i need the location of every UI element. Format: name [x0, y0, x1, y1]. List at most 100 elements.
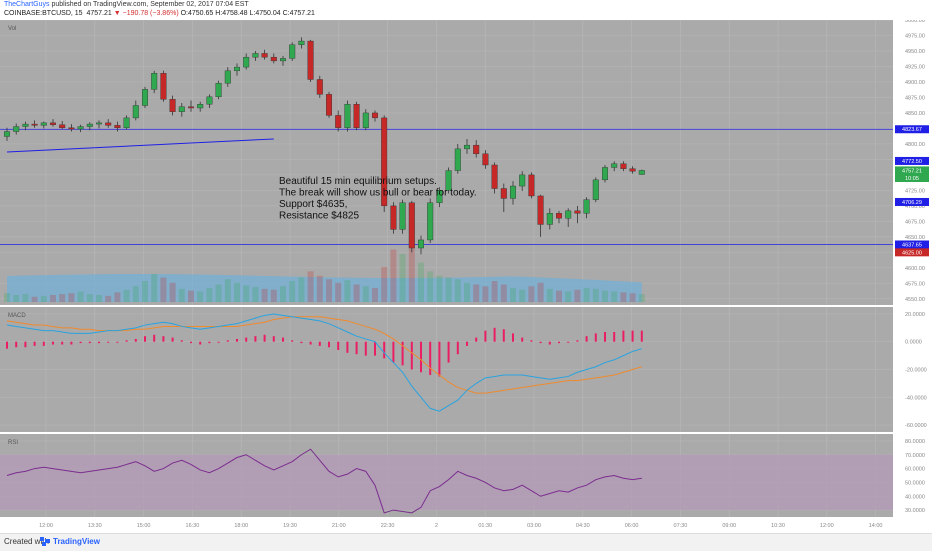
- macd-histogram-bar: [236, 338, 238, 342]
- candle-body: [160, 73, 167, 100]
- candle-body: [491, 164, 498, 189]
- candle-body: [537, 195, 544, 225]
- volume-bar: [280, 286, 286, 302]
- volume-bar: [344, 280, 351, 302]
- candle-body: [151, 73, 158, 90]
- ohlc-values: O:4750.65 H:4758.48 L:4750.04 C:4757.21: [180, 10, 315, 17]
- macd-histogram-bar: [640, 330, 643, 342]
- candle-body: [500, 188, 507, 199]
- volume-bar: [188, 290, 194, 302]
- candle-body: [105, 122, 112, 126]
- volume-bar: [528, 286, 535, 302]
- price-tick-label: 4975.00: [905, 33, 925, 39]
- candle-body: [473, 144, 480, 155]
- price-label-box: [895, 166, 929, 175]
- candle-body: [178, 106, 185, 112]
- price-label: 10:05: [905, 176, 919, 182]
- volume-bar: [234, 282, 240, 302]
- macd-histogram-bar: [254, 336, 257, 342]
- volume-bar: [390, 249, 397, 302]
- volume-bar: [611, 291, 618, 302]
- macd-histogram-bar: [364, 341, 367, 356]
- price-tick-label: 4675.00: [905, 219, 925, 225]
- volume-bar: [537, 282, 544, 302]
- volume-bar: [22, 294, 29, 302]
- candle-body: [22, 123, 29, 127]
- tradingview-chart[interactable]: 4550.00 4575.00 4600.00 4625.00 4650.00 4675.…: [0, 20, 932, 533]
- publisher-name[interactable]: TheChartGuys: [4, 1, 50, 8]
- macd-histogram-bar: [180, 340, 183, 342]
- volume-bar: [556, 290, 562, 302]
- macd-tick-label: 0.0000: [905, 340, 922, 346]
- volume-bar: [316, 275, 323, 302]
- price-tick-label: 4600.00: [905, 266, 925, 272]
- symbol-line: COINBASE:BTCUSD, 15 4757.21 ▼ −190.78 (−…: [4, 10, 315, 17]
- candle-body: [224, 70, 231, 84]
- price-label: 4823.67: [902, 127, 922, 133]
- macd-histogram-bar: [309, 341, 312, 345]
- candle-body: [169, 99, 176, 112]
- rsi-tick-label: 60.0000: [905, 467, 925, 473]
- candle-body: [362, 112, 369, 129]
- candle-body: [482, 153, 489, 166]
- volume-bar: [59, 294, 66, 302]
- candle-body: [59, 124, 66, 129]
- time-tick-label: 15:00: [137, 523, 151, 529]
- price-label: 4772.50: [902, 159, 922, 165]
- symbol: COINBASE:BTCUSD, 15: [4, 10, 83, 17]
- rsi-tick-label: 70.0000: [905, 453, 925, 459]
- volume-bar: [583, 288, 590, 302]
- candle-body: [556, 213, 563, 219]
- volume-bar: [464, 282, 470, 302]
- candle-body: [418, 239, 425, 249]
- volume-bar: [574, 289, 581, 302]
- time-tick-label: 06:00: [625, 523, 639, 529]
- macd-histogram-bar: [226, 340, 229, 342]
- volume-bar: [399, 253, 406, 302]
- macd-histogram-bar: [558, 341, 560, 344]
- price-tick-label: 4700.00: [905, 204, 925, 210]
- candle-body: [3, 131, 10, 137]
- candle-body: [611, 163, 618, 168]
- macd-histogram-bar: [631, 330, 634, 342]
- candle-body: [335, 115, 342, 129]
- macd-histogram-bar: [79, 341, 82, 344]
- macd-histogram-bar: [328, 341, 330, 348]
- tradingview-brand[interactable]: TradingView: [53, 537, 100, 546]
- pane-divider: [0, 432, 932, 434]
- candle-body: [123, 117, 130, 129]
- time-tick-label: 22:30: [381, 523, 395, 529]
- rsi-band: [0, 454, 893, 511]
- macd-histogram-bar: [272, 336, 275, 342]
- macd-histogram-bar: [585, 336, 588, 342]
- price-label: 4706.29: [902, 200, 922, 206]
- volume-bar: [151, 274, 158, 302]
- price-tick-label: 4850.00: [905, 111, 925, 117]
- macd-histogram-bar: [355, 341, 358, 355]
- candle-body: [565, 210, 572, 219]
- macd-histogram-bar: [594, 333, 597, 342]
- candle-body: [215, 82, 222, 98]
- macd-histogram-bar: [107, 341, 110, 343]
- macd-histogram-bar: [245, 337, 248, 342]
- macd-histogram-bar: [125, 340, 128, 342]
- macd-histogram-bar: [33, 341, 36, 346]
- volume-bar: [445, 277, 452, 302]
- candle-body: [261, 53, 268, 58]
- time-tick-label: 14:00: [869, 523, 883, 529]
- candle-body: [528, 174, 535, 197]
- price-label-box: [895, 240, 929, 249]
- volume-bar: [510, 288, 516, 302]
- macd-histogram-bar: [98, 341, 100, 344]
- candle-body: [77, 126, 84, 130]
- macd-histogram-bar: [502, 329, 505, 342]
- macd-pane-title: MACD: [8, 313, 26, 319]
- price-tick-label: 4800.00: [905, 142, 925, 148]
- candle-body: [114, 125, 121, 129]
- macd-histogram-bar: [466, 341, 468, 346]
- candle-body: [574, 210, 581, 214]
- price-label-box: [895, 248, 929, 257]
- volume-bar: [491, 281, 498, 302]
- macd-histogram-bar: [438, 341, 441, 377]
- time-tick-label: 12:00: [39, 523, 53, 529]
